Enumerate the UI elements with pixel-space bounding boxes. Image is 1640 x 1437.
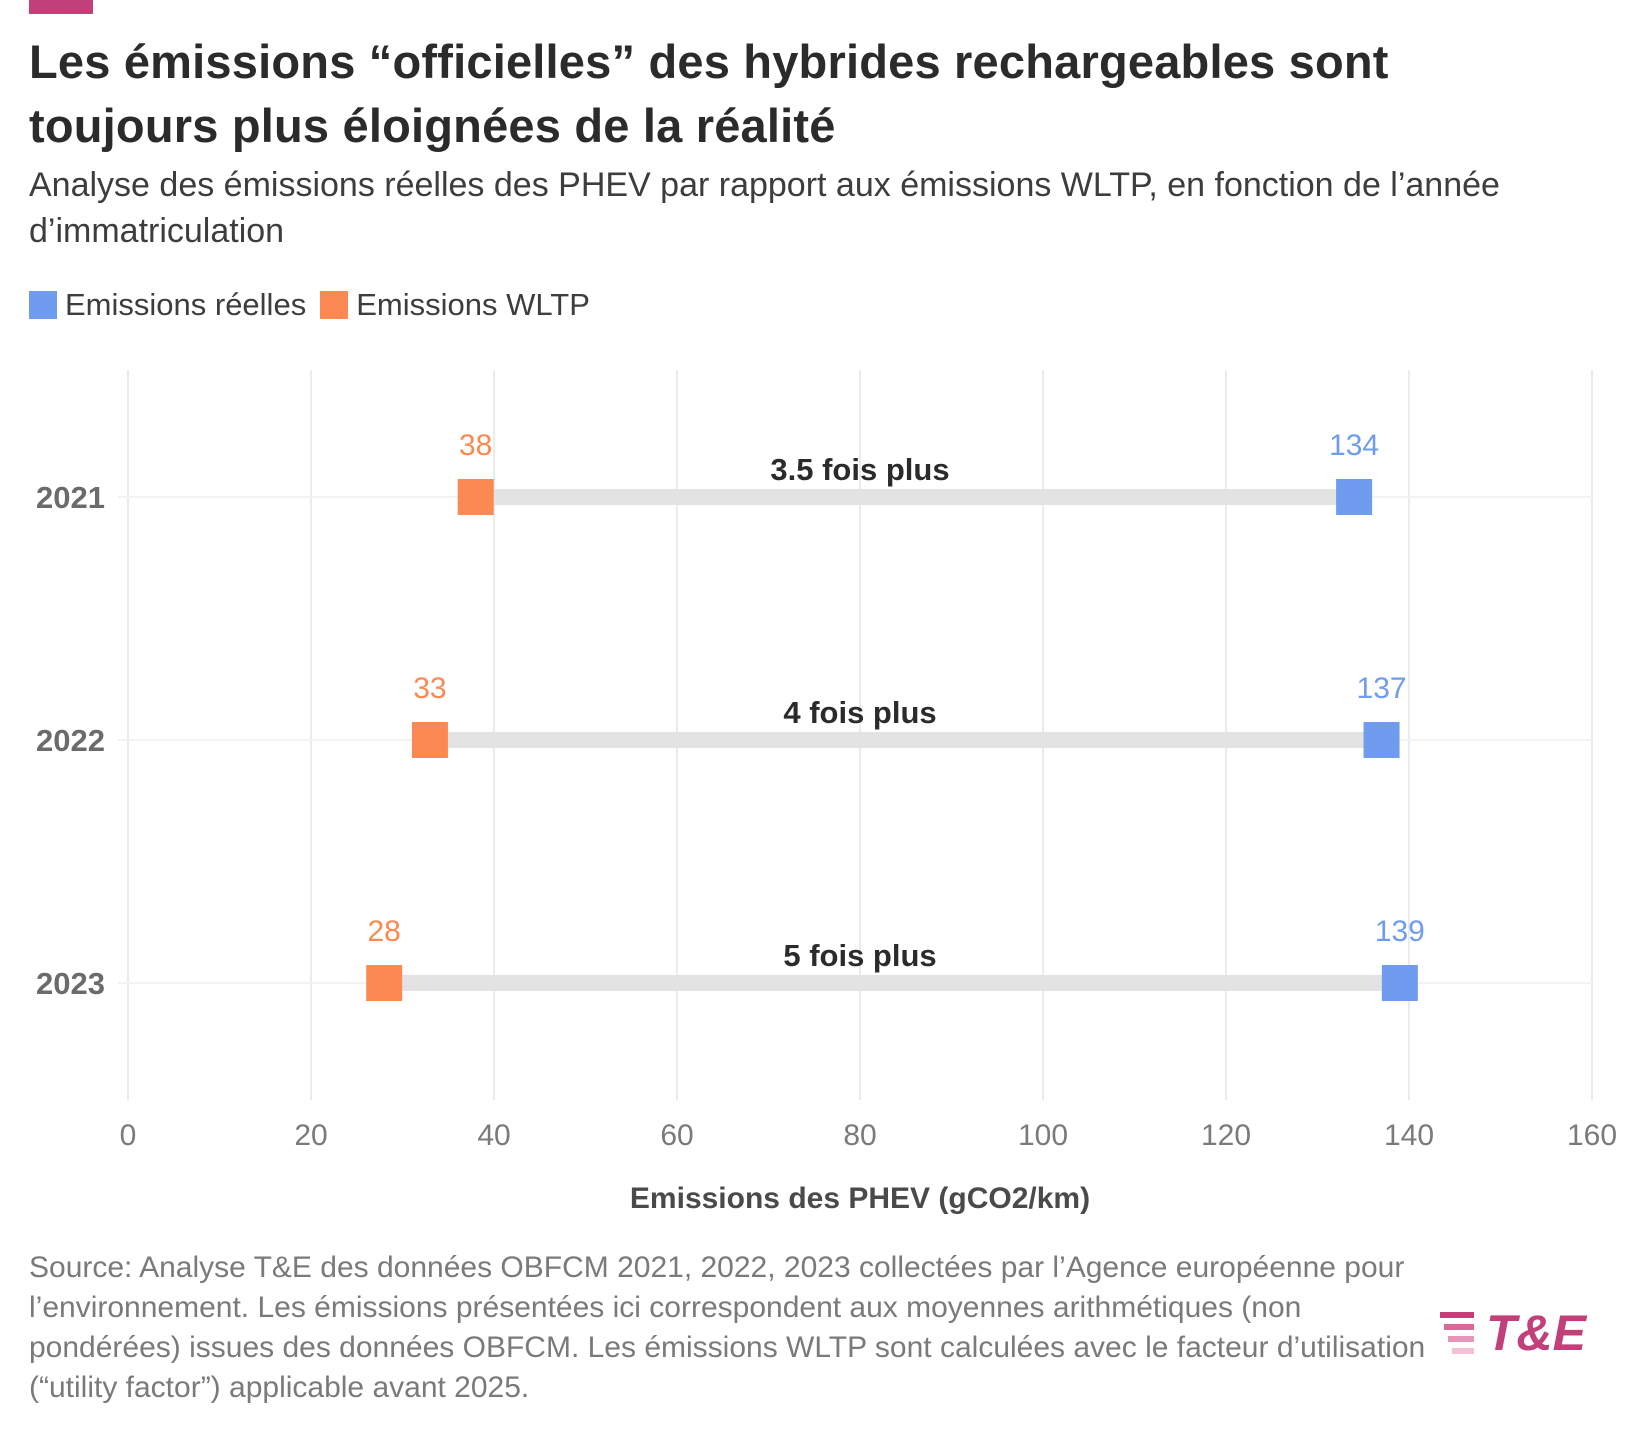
legend-label-wltp: Emissions WLTP — [356, 287, 590, 322]
legend-label-real: Emissions réelles — [65, 287, 307, 322]
dumbbell-chart: 0 20 40 60 80 100 120 140 160 2021 38 134 3.5 fois p… — [36, 370, 1617, 1215]
legend-swatch-wltp — [320, 291, 349, 319]
wltp-marker — [411, 722, 448, 758]
real-value-label: 139 — [1375, 915, 1425, 948]
x-tick-label: 60 — [660, 1119, 693, 1152]
x-tick-label: 160 — [1567, 1119, 1617, 1152]
legend-item-wltp: Emissions WLTP — [320, 287, 590, 323]
logo-stripes-icon — [1440, 1312, 1474, 1354]
x-tick-label: 40 — [477, 1119, 510, 1152]
x-tick-label: 120 — [1201, 1119, 1251, 1152]
legend-item-real: Emissions réelles — [29, 287, 306, 323]
x-axis-title: Emissions des PHEV (gCO2/km) — [630, 1182, 1090, 1215]
real-marker — [1381, 965, 1418, 1001]
real-value-label: 134 — [1329, 429, 1379, 462]
chart-title: Les émissions “officielles” des hybrides… — [29, 35, 1389, 152]
wltp-marker — [366, 965, 403, 1001]
accent-bar — [29, 0, 93, 14]
wltp-marker — [457, 479, 494, 515]
x-tick-label: 100 — [1018, 1119, 1068, 1152]
chart-subtitle: Analyse des émissions réelles des PHEV p… — [29, 166, 1500, 250]
legend-swatch-real — [29, 291, 57, 319]
wltp-value-label: 33 — [413, 672, 446, 705]
ratio-annotation: 4 fois plus — [783, 695, 936, 730]
y-category-label: 2021 — [36, 480, 105, 515]
source-note: Source: Analyse T&E des données OBFCM 20… — [29, 1251, 1426, 1404]
real-marker — [1336, 479, 1373, 515]
legend: Emissions réelles Emissions WLTP — [29, 287, 604, 323]
ratio-annotation: 5 fois plus — [783, 938, 936, 973]
y-category-label: 2023 — [36, 966, 105, 1001]
y-category-label: 2022 — [36, 723, 105, 758]
x-tick-label: 20 — [294, 1119, 327, 1152]
real-marker — [1363, 722, 1400, 758]
real-value-label: 137 — [1357, 672, 1407, 705]
wltp-value-label: 38 — [459, 429, 492, 462]
ratio-annotation: 3.5 fois plus — [770, 452, 949, 487]
x-tick-label: 140 — [1384, 1119, 1434, 1152]
te-logo: T&E — [1440, 1305, 1588, 1360]
logo-text: T&E — [1486, 1305, 1588, 1360]
wltp-value-label: 28 — [368, 915, 401, 948]
x-tick-label: 0 — [120, 1119, 137, 1152]
x-tick-label: 80 — [843, 1119, 876, 1152]
